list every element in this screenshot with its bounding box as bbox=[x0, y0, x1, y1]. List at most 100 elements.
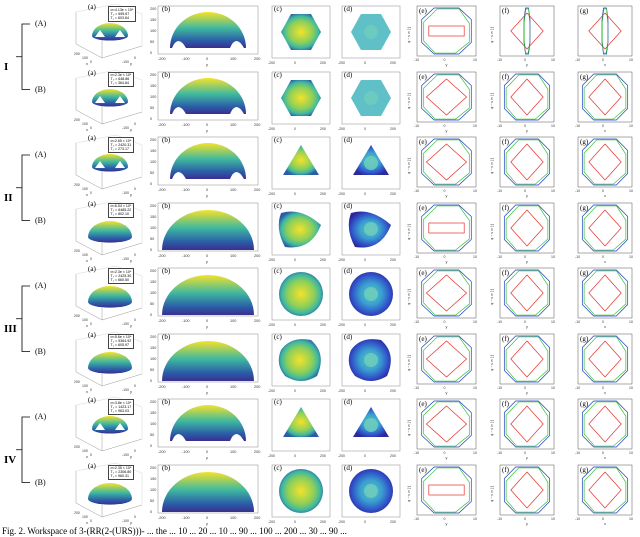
panel-a-3d-view: 200 100 0 -100 0 x y (a) σ=4.13e × 10⁴ T₀ = 695.6… bbox=[72, 2, 150, 68]
tick-label: 200 bbox=[320, 454, 326, 458]
axis-x-label: x bbox=[86, 389, 88, 394]
dome-side-plot: -200 -100 0 100 200 0 50 100 150 200 y bbox=[150, 464, 260, 526]
tick-label: -100 bbox=[182, 188, 190, 192]
tick-label: 0 bbox=[150, 313, 152, 317]
tick-label: -200 bbox=[158, 254, 166, 258]
tick-label: 200 bbox=[390, 192, 396, 196]
workspace-top-plot: -200 0 200 bbox=[268, 71, 331, 131]
tick-label: 0 bbox=[602, 451, 604, 455]
tick-label: 200 bbox=[320, 192, 326, 196]
axis-x-label: x bbox=[604, 194, 606, 198]
row-label: (B) bbox=[35, 477, 46, 487]
tick-label: -10 bbox=[497, 320, 502, 324]
group-bracket bbox=[16, 416, 30, 483]
panel-letter: (g) bbox=[580, 138, 589, 146]
panel-g-orientation-plot: -10 0 10 x (g) bbox=[566, 395, 638, 465]
tick-label: 100 bbox=[150, 29, 156, 33]
tick-label: -100 bbox=[122, 388, 129, 392]
tick-label: 0 bbox=[524, 255, 526, 259]
axis-y-label: φ − ν π [·] bbox=[407, 93, 411, 109]
panel-letter: (f) bbox=[502, 334, 509, 343]
panel-d-top-view: -200 0 200 (d) bbox=[338, 461, 404, 531]
tick-label: 10 bbox=[551, 517, 555, 521]
tick-label: 200 bbox=[150, 269, 156, 273]
tick-label: -200 bbox=[338, 192, 345, 196]
tick-label: -100 bbox=[122, 60, 129, 64]
group-bracket bbox=[16, 154, 30, 221]
tick-label: -10 bbox=[414, 124, 419, 128]
panel-letter: (c) bbox=[274, 5, 282, 13]
workspace-density-plot: -200 0 200 bbox=[338, 202, 401, 262]
orientation-line-plot: -10 0 10 φ − ν π [·] y bbox=[407, 398, 477, 460]
tick-label: 0 bbox=[206, 123, 208, 127]
orientation-line-plot: -10 0 10 φ − ν π [·] y bbox=[407, 464, 477, 526]
parameter-legend: σ=2.65 × 10⁴ T₀ = 2420.31 T₁ = 273.17 bbox=[108, 137, 134, 153]
panel-g-orientation-plot: -10 0 10 x (g) bbox=[566, 330, 638, 400]
axis-y-label: φ − ν π [·] bbox=[490, 355, 494, 371]
tick-label: 200 bbox=[390, 520, 396, 524]
tick-label: 10 bbox=[551, 189, 555, 193]
panel-c-top-view: -200 0 200 (c) bbox=[268, 461, 334, 531]
tick-label: 0 bbox=[134, 449, 136, 453]
tick-label: 200 bbox=[320, 389, 326, 393]
dome-side-plot: -200 -100 0 100 200 0 50 100 150 200 y bbox=[150, 333, 260, 395]
panel-letter: (f) bbox=[502, 7, 509, 15]
panel-e-orientation-plot: -10 0 10 φ − ν π [·] y (e) bbox=[405, 2, 482, 72]
tick-label: 100 bbox=[230, 254, 236, 258]
tick-label: 0 bbox=[364, 389, 366, 393]
panel-letter: (c) bbox=[274, 136, 282, 144]
tick-label: -10 bbox=[497, 58, 502, 62]
tick-label: 0 bbox=[602, 189, 604, 193]
legend-line: T₁ = 364.84 bbox=[110, 81, 130, 86]
tick-label: -200 bbox=[268, 192, 275, 196]
tick-label: 200 bbox=[150, 73, 156, 77]
tick-label: 10 bbox=[629, 189, 633, 193]
parameter-legend: σ=2.35 × 10⁴ T₀ = 2306.80 T₁ = 960.31 bbox=[108, 464, 134, 481]
tick-label: 0 bbox=[90, 388, 92, 392]
panel-d-top-view: -200 0 200 (d) bbox=[338, 133, 404, 203]
tick-label: -100 bbox=[182, 319, 190, 323]
axis-y-label: y bbox=[130, 192, 132, 197]
axis-x-label: y bbox=[446, 63, 448, 67]
group-label: II bbox=[4, 191, 13, 204]
tick-label: 10 bbox=[473, 124, 477, 128]
panel-f-orientation-plot: -10 0 10 φ − ν π [·] y (f) bbox=[488, 461, 560, 531]
parameter-legend: σ=2.3e × 10⁴ T₀ = 648.86 T₁ = 364.84 bbox=[108, 71, 134, 88]
panel-a-3d-view: 200 100 0 -100 0 x y (a) σ=3.8e × 10⁴ T₀ = 1423.1… bbox=[72, 395, 150, 461]
workspace-top-plot: -200 0 200 bbox=[268, 202, 331, 262]
orientation-line-plot: -10 0 10 φ − ν π [·] y bbox=[490, 5, 555, 67]
axis-x-label: y bbox=[526, 456, 528, 460]
orientation-line-plot: -10 0 10 φ − ν π [·] y bbox=[407, 71, 477, 133]
row-label: (A) bbox=[35, 412, 47, 421]
workspace-top-plot: -200 0 200 bbox=[268, 398, 331, 458]
tick-label: 200 bbox=[254, 385, 260, 389]
panel-letter: (g) bbox=[580, 400, 589, 408]
orientation-line-plot: -10 0 10 φ − ν π [·] y bbox=[407, 5, 477, 67]
panel-letter: (f) bbox=[502, 138, 509, 146]
panel-letter: (c) bbox=[274, 332, 282, 341]
tick-label: 200 bbox=[74, 183, 80, 187]
tick-label: 0 bbox=[294, 323, 296, 327]
panel-e-orientation-plot: -10 0 10 φ − ν π [·] y (e) bbox=[405, 461, 482, 531]
legend-line: T₁ = 603.64 bbox=[110, 15, 130, 20]
tick-label: 10 bbox=[629, 124, 633, 128]
tick-label: -100 bbox=[122, 191, 129, 195]
tick-label: 0 bbox=[444, 517, 446, 521]
axis-y-label: φ − ν π [·] bbox=[490, 93, 494, 109]
axis-y-label: φ − ν π [·] bbox=[407, 27, 411, 43]
axis-x-label: y bbox=[526, 391, 528, 395]
tick-label: 0 bbox=[206, 385, 208, 389]
tick-label: 200 bbox=[390, 454, 396, 458]
dome-side-plot: -200 -100 0 100 200 0 50 100 150 200 y bbox=[150, 267, 260, 329]
tick-label: -200 bbox=[268, 127, 275, 131]
tick-label: 100 bbox=[150, 291, 156, 295]
tick-label: 0 bbox=[90, 257, 92, 261]
tick-label: 0 bbox=[524, 124, 526, 128]
panel-d-top-view: -200 0 200 (d) bbox=[338, 395, 404, 465]
tick-label: 10 bbox=[473, 386, 477, 390]
panel-letter: (d) bbox=[344, 5, 353, 13]
panel-g-orientation-plot: -10 0 10 x (g) bbox=[566, 264, 638, 334]
panel-letter: (a) bbox=[88, 3, 96, 11]
legend-line: σ=6.54 × 10⁴ bbox=[110, 204, 132, 208]
tick-label: -10 bbox=[575, 386, 580, 390]
